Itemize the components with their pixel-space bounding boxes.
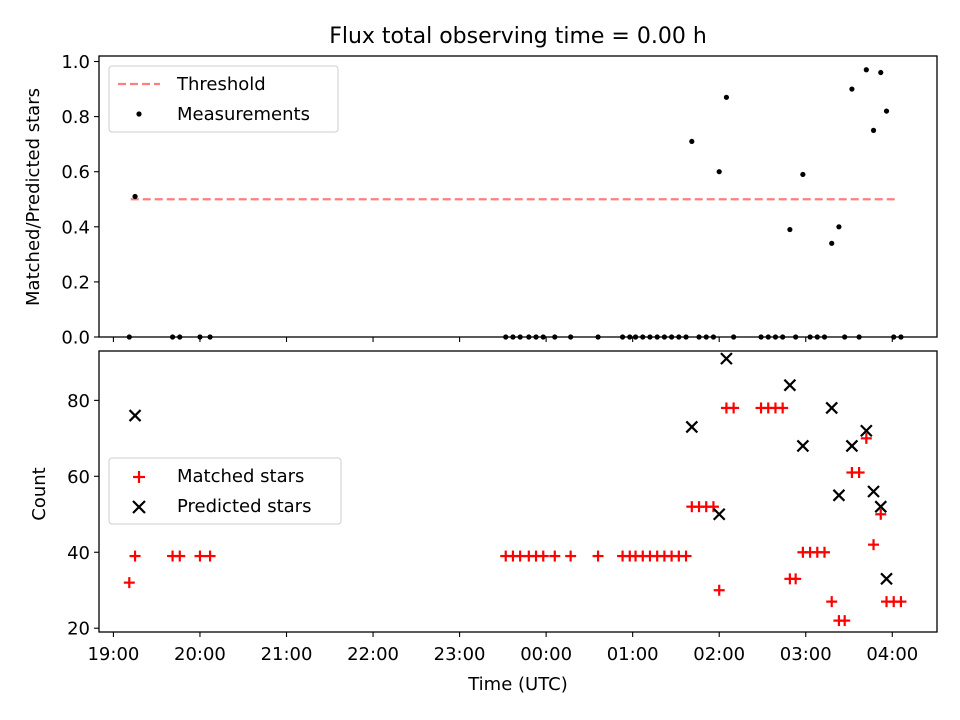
matched-point [895,596,907,608]
matched-point [592,550,604,562]
matched-point [537,550,549,562]
matched-point [713,584,725,596]
predicted-point [832,489,846,502]
matched-point [853,467,865,479]
top-y-tick-label: 0.2 [61,272,90,293]
measurement-point [849,86,855,92]
x-tick-label: 03:00 [780,644,832,665]
top-y-tick-label: 0.8 [61,107,90,128]
legend-threshold-label: Threshold [176,74,266,95]
x-tick-label: 00:00 [520,644,572,665]
matched-point [777,402,789,414]
bottom-y-tick-label: 60 [67,467,90,488]
matched-point [680,550,692,562]
matched-point [204,550,216,562]
chart-title: Flux total observing time = 0.00 h [329,24,707,49]
matched-point [790,573,802,585]
top-legend-box [108,65,339,133]
matched-point [826,596,838,608]
top-legend: Threshold Measurements [108,65,339,133]
legend-measurements-label: Measurements [177,104,310,125]
x-axis-label: Time (UTC) [467,674,568,695]
predicted-point [685,420,699,434]
matched-point [174,550,186,562]
top-plot-frame [98,55,938,338]
top-y-tick-label: 1.0 [61,52,90,73]
measurement-point [836,224,842,230]
matched-point [875,508,887,520]
predicted-point [783,378,797,392]
x-tick-label: 22:00 [347,644,399,665]
predicted-point [825,401,838,415]
top-y-axis-label: Matched/Predicted stars [23,88,44,306]
bottom-y-tick-label: 40 [67,543,90,564]
matched-point [728,402,740,414]
matched-point [707,501,719,513]
measurement-point [878,69,884,76]
measurement-point [829,240,835,246]
predicted-point [860,424,873,438]
predicted-point [720,352,733,365]
predicted-point [796,439,810,453]
measurement-point [870,127,877,133]
matched-point [194,550,206,562]
matched-point [868,539,880,551]
bottom-y-tick-label: 20 [67,619,90,640]
matched-point [565,550,577,562]
matched-point [549,550,561,562]
legend-predicted-label: Predicted stars [177,496,311,517]
measurement-point [800,171,806,178]
bottom-panel: 20 40 60 80 19:00 20:00 21:00 22:00 23:00 00:00 01… [29,350,938,695]
top-y-tick-label: 0.6 [61,162,90,183]
matched-point [860,432,872,444]
measurement-point [723,94,730,100]
measurement-point [716,169,722,175]
x-tick-label: 01:00 [607,644,659,665]
x-tick-label: 02:00 [693,644,745,665]
matched-point [818,546,830,558]
predicted-point [867,485,880,498]
bottom-plot-frame [98,350,938,633]
legend-matched-label: Matched stars [177,466,304,487]
predicted-point [845,439,859,453]
matched-point [839,615,851,627]
x-tick-label: 04:00 [866,644,918,665]
x-tick-label: 23:00 [434,644,486,665]
measurement-point [787,226,793,233]
legend-measurements-swatch [136,111,142,117]
matched-point [123,577,135,589]
measurement-point [132,193,138,200]
top-y-tick-label: 0.0 [61,328,90,349]
x-tick-label: 20:00 [174,644,226,665]
bottom-legend: Matched stars Predicted stars [108,457,342,525]
predicted-point [874,500,888,513]
predicted-point [712,508,726,521]
measurement-point [689,138,695,145]
measurement-point [883,108,890,114]
matched-point [129,550,141,562]
bottom-legend-box [108,457,342,525]
bottom-y-axis-label: Count [29,467,50,520]
top-panel: 0.0 0.2 0.4 0.6 0.8 1.0 Matched/Predicted sta… [23,52,938,349]
measurement-point [863,67,869,73]
legend-predicted-swatch [132,500,146,514]
bottom-y-tick-label: 80 [67,391,90,412]
x-tick-label: 19:00 [87,644,139,665]
x-tick-label: 21:00 [261,644,313,665]
predicted-point [880,572,893,586]
predicted-point [128,409,142,422]
top-y-tick-label: 0.4 [61,217,90,238]
legend-matched-swatch [133,471,145,483]
